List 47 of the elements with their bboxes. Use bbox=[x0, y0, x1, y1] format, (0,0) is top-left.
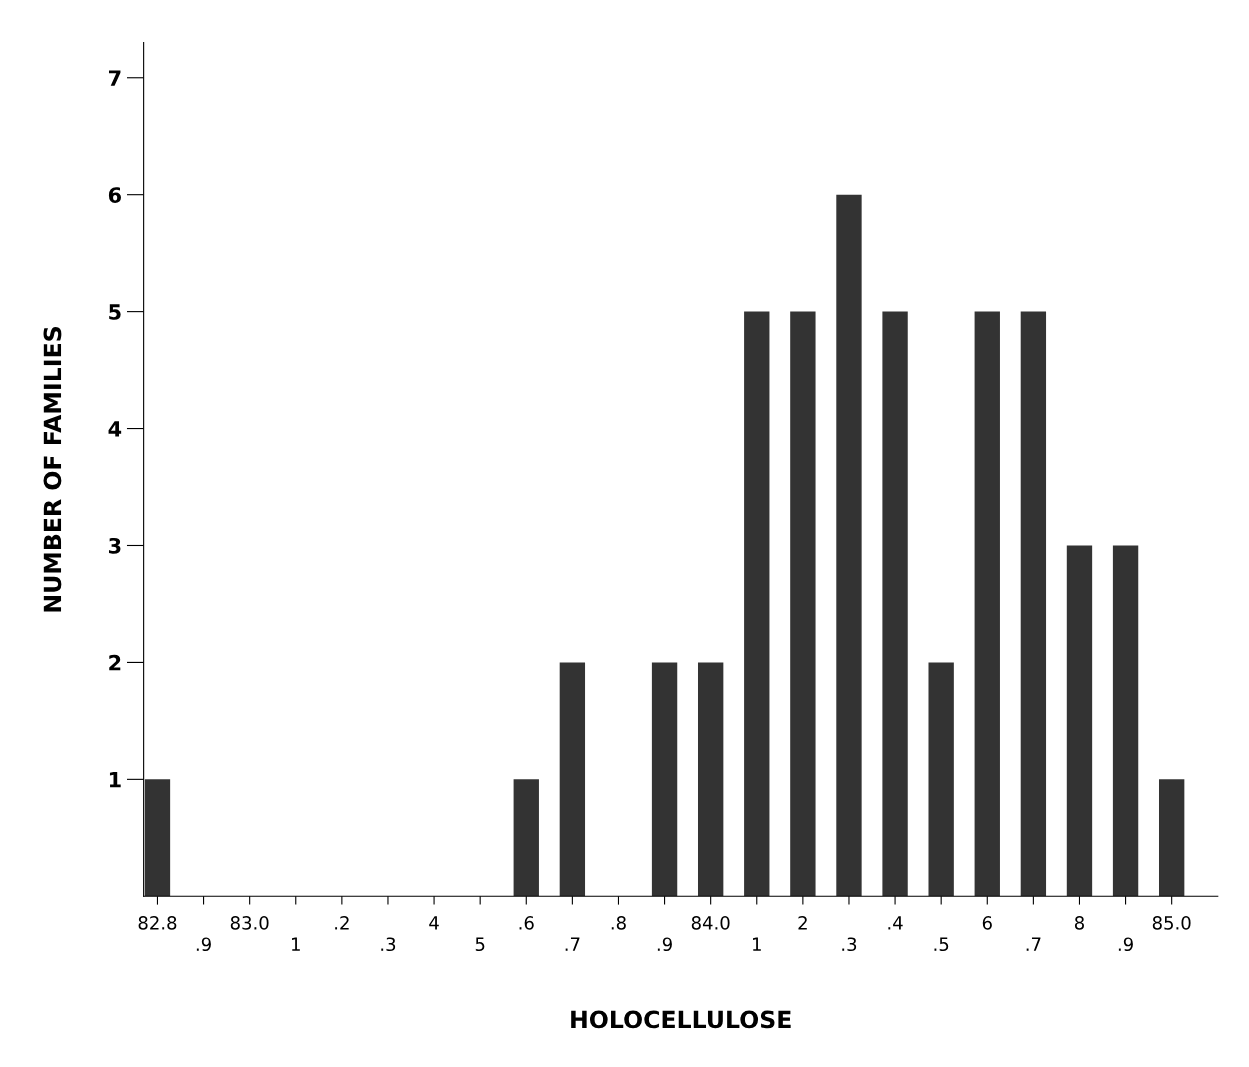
bar bbox=[836, 194, 862, 897]
bar bbox=[651, 662, 678, 897]
x-axis-title: HOLOCELLULOSE bbox=[571, 1010, 791, 1029]
y-tick-label: 4 bbox=[108, 421, 122, 437]
y-tick-label: 1 bbox=[109, 772, 121, 788]
x-tick-label: 4 bbox=[429, 916, 439, 930]
x-tick-label: .7 bbox=[565, 937, 580, 951]
bar bbox=[697, 662, 724, 897]
x-tick-label: .6 bbox=[519, 916, 534, 930]
bar bbox=[790, 311, 816, 897]
x-tick-label: 5 bbox=[475, 937, 485, 952]
x-tick-label: .3 bbox=[842, 937, 857, 952]
y-tick-label: 7 bbox=[109, 70, 121, 86]
x-tick-label: 1 bbox=[292, 937, 300, 951]
bar bbox=[513, 779, 539, 897]
x-tick-label: .4 bbox=[888, 916, 903, 930]
x-tick-label: 8 bbox=[1074, 916, 1084, 930]
bar bbox=[974, 311, 1000, 897]
x-tick-label: 2 bbox=[798, 916, 807, 930]
y-axis-title: NUMBER OF FAMILIES bbox=[43, 327, 62, 612]
x-tick-label: .9 bbox=[196, 937, 211, 952]
bar bbox=[144, 779, 171, 897]
x-tick-label: .8 bbox=[611, 916, 626, 930]
x-tick-label: .9 bbox=[1118, 937, 1133, 952]
x-tick-label: 84.0 bbox=[691, 916, 730, 930]
x-tick-label: 6 bbox=[982, 916, 992, 930]
y-tick-label: 5 bbox=[109, 304, 121, 320]
bar bbox=[928, 662, 954, 897]
x-tick-label: .3 bbox=[381, 937, 396, 952]
x-tick-label: 85.0 bbox=[1152, 916, 1191, 930]
y-tick-label: 6 bbox=[108, 187, 121, 203]
bar bbox=[1020, 311, 1047, 897]
bar bbox=[744, 311, 770, 897]
x-tick-label: .5 bbox=[934, 937, 949, 952]
y-tick-label: 3 bbox=[109, 537, 121, 554]
x-tick-label: 82.8 bbox=[138, 916, 177, 930]
x-tick-label: 83.0 bbox=[230, 916, 269, 930]
bar bbox=[882, 311, 908, 897]
x-tick-label: .7 bbox=[1026, 937, 1041, 951]
y-tick-label: 2 bbox=[109, 654, 121, 671]
x-tick-label: .9 bbox=[657, 937, 672, 952]
x-tick-label: 1 bbox=[753, 937, 761, 951]
bar bbox=[1159, 779, 1185, 897]
x-tick-label: .2 bbox=[335, 916, 349, 930]
bar bbox=[1066, 545, 1093, 897]
bar bbox=[559, 662, 586, 897]
bar bbox=[1112, 545, 1139, 897]
